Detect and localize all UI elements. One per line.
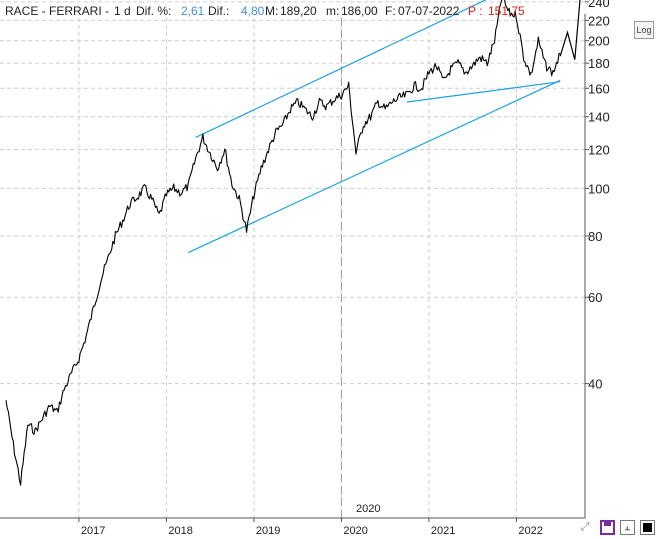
y-tick-label: 240 — [588, 0, 610, 10]
y-tick-label: 140 — [588, 110, 610, 125]
square-icon[interactable] — [640, 520, 655, 535]
max-value: 189,20 — [280, 4, 317, 18]
min-value: 186,00 — [341, 4, 378, 18]
x-tick-label: 2019 — [256, 525, 280, 537]
pin-icon[interactable]: ⫠ — [620, 520, 635, 535]
dif-pct-value: 2,61 — [181, 4, 205, 18]
axis-ticks: 4060801001201401601802002202402602802017… — [78, 0, 610, 537]
min-label: m: — [326, 4, 339, 18]
x-tick-label: 2020 — [343, 525, 367, 537]
interval-label: 1 d — [114, 4, 131, 18]
save-icon[interactable] — [600, 520, 615, 535]
channel-lines — [188, 0, 561, 254]
x-tick-label: 2018 — [168, 525, 192, 537]
date-value: 07-07-2022 — [398, 4, 460, 18]
grid-lines — [0, 1, 585, 518]
y-tick-label: 40 — [588, 377, 602, 392]
svg-text:RACE - FERRARI - 1 d: RACE - FERRARI - 1 d Dif. %: 2,61 Dif.: … — [5, 4, 525, 18]
date-label: F: — [385, 4, 396, 18]
max-label: M: — [265, 4, 278, 18]
x-marker-label: 2020 — [356, 503, 380, 515]
dif-label: Dif.: — [208, 4, 229, 18]
price-line — [5, 0, 561, 486]
channel-line — [188, 79, 561, 254]
dif-value: 4,80 — [241, 4, 265, 18]
channel-line — [195, 0, 487, 139]
price-series — [5, 0, 581, 486]
channel-line — [406, 81, 561, 103]
y-tick-label: 160 — [588, 81, 610, 96]
price-value: 151,75 — [488, 4, 525, 18]
y-tick-label: 100 — [588, 181, 610, 196]
dif-pct-label: Dif. %: — [136, 4, 171, 18]
y-tick-label: 60 — [588, 290, 602, 305]
save-icon-label — [604, 522, 611, 526]
scroll-icon[interactable]: ⤢ — [580, 521, 590, 533]
log-button[interactable]: Log — [634, 21, 654, 39]
y-tick-label: 220 — [588, 13, 610, 28]
x-tick-label: 2021 — [431, 525, 455, 537]
x-tick-label: 2017 — [81, 525, 105, 537]
y-tick-label: 80 — [588, 229, 602, 244]
symbol-label: RACE - FERRARI - — [5, 4, 109, 18]
y-tick-label: 200 — [588, 34, 610, 49]
y-tick-label: 180 — [588, 56, 610, 71]
x-tick-label: 2022 — [518, 525, 542, 537]
y-tick-label: 120 — [588, 143, 610, 158]
square-icon-fill — [643, 523, 652, 532]
projection-line — [559, 0, 581, 60]
price-label: P : — [468, 4, 482, 18]
